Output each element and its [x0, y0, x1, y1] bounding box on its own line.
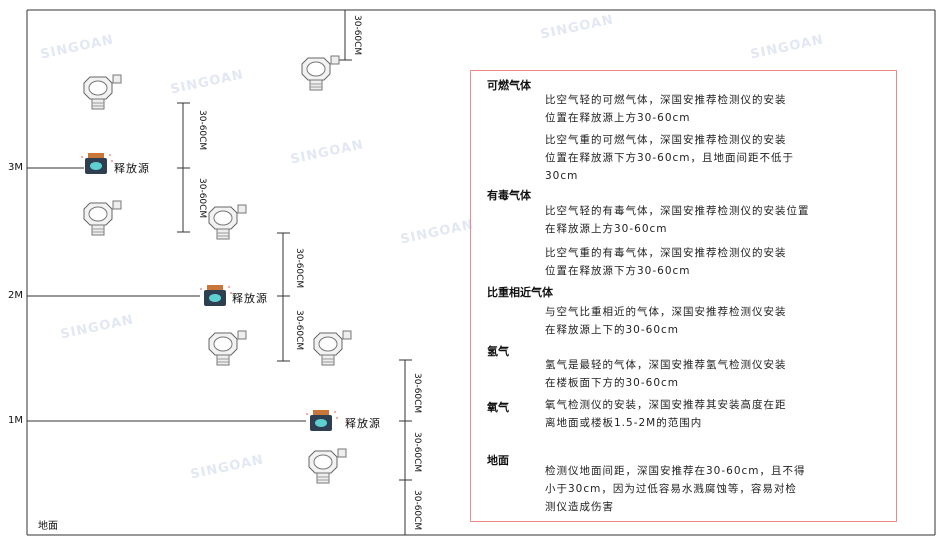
- text-line: 与空气比重相近的气体，深国安推荐检测仪安装: [545, 306, 787, 318]
- text-line: 位置在释放源下方30-60cm，且地面间距不低于: [545, 152, 795, 164]
- dimension-label: 30-60CM: [197, 110, 207, 151]
- text-line: 氧气检测仪的安装，深国安推荐其安装高度在距: [545, 399, 787, 411]
- detector-icon: [208, 330, 247, 366]
- heading-hydrogen: 氢气: [487, 345, 509, 358]
- toxic-heavy-text: 比空气重的有毒气体，深国安推荐检测仪的安装 位置在释放源下方30-60cm: [545, 244, 787, 280]
- text-line: 在楼板面下方的30-60cm: [545, 377, 680, 389]
- level-1m-label: 1M: [8, 415, 23, 426]
- source-label: 释放源: [114, 162, 150, 175]
- dimension-label: 30-60CM: [412, 490, 422, 531]
- heading-ground: 地面: [487, 454, 509, 467]
- dimension-label: 30-60CM: [197, 178, 207, 219]
- detector-icon: [83, 200, 122, 236]
- ground-label: 地面: [38, 521, 58, 532]
- oxygen-text: 氧气检测仪的安装，深国安推荐其安装高度在距 离地面或楼板1.5-2M的范围内: [545, 396, 787, 432]
- toxic-light-text: 比空气轻的有毒气体，深国安推荐检测仪的安装位置 在释放源上方30-60cm: [545, 202, 810, 238]
- combustible-light-text: 比空气轻的可燃气体，深国安推荐检测仪的安装 位置在释放源上方30-60cm: [545, 91, 787, 127]
- text-line: 30cm: [545, 170, 579, 182]
- text-line: 比空气轻的有毒气体，深国安推荐检测仪的安装位置: [545, 205, 810, 217]
- combustible-heavy-text: 比空气重的可燃气体，深国安推荐检测仪的安装 位置在释放源下方30-60cm，且地…: [545, 131, 794, 185]
- ground-text: 检测仪地面间距，深国安推荐在30-60cm，且不得 小于30cm，因为过低容易水…: [545, 462, 806, 516]
- gas-source-icon: [306, 410, 338, 431]
- gas-source-icon: [200, 285, 232, 306]
- dimension-label: 30-60CM: [412, 432, 422, 473]
- similar-text: 与空气比重相近的气体，深国安推荐检测仪安装 在释放源上下的30-60cm: [545, 303, 787, 339]
- heading-oxygen: 氧气: [487, 401, 509, 414]
- text-line: 位置在释放源下方30-60cm: [545, 265, 691, 277]
- detector-icon: [208, 204, 247, 240]
- detector-icon: [313, 330, 352, 366]
- dimension-label: 30-60CM: [294, 248, 304, 289]
- text-line: 测仪造成伤害: [545, 501, 614, 513]
- text-line: 位置在释放源上方30-60cm: [545, 112, 691, 124]
- dimension-label: 30-60CM: [352, 15, 362, 56]
- hydrogen-text: 氢气是最轻的气体，深国安推荐氢气检测仪安装 在楼板面下方的30-60cm: [545, 356, 787, 392]
- source-label: 释放源: [232, 292, 268, 305]
- level-3m-label: 3M: [8, 162, 23, 173]
- source-label: 释放源: [345, 417, 381, 430]
- text-line: 比空气轻的可燃气体，深国安推荐检测仪的安装: [545, 94, 787, 106]
- text-line: 在释放源上下的30-60cm: [545, 324, 680, 336]
- heading-toxic: 有毒气体: [487, 189, 531, 202]
- text-line: 比空气重的可燃气体，深国安推荐检测仪的安装: [545, 134, 787, 146]
- gas-source-icon: [81, 153, 113, 174]
- info-panel: 可燃气体 比空气轻的可燃气体，深国安推荐检测仪的安装 位置在释放源上方30-60…: [470, 70, 897, 522]
- text-line: 检测仪地面间距，深国安推荐在30-60cm，且不得: [545, 465, 806, 477]
- text-line: 氢气是最轻的气体，深国安推荐氢气检测仪安装: [545, 359, 787, 371]
- text-line: 小于30cm，因为过低容易水溅腐蚀等，容易对检: [545, 483, 797, 495]
- detector-icon: [308, 448, 347, 484]
- dimension-label: 30-60CM: [294, 310, 304, 351]
- heading-combustible: 可燃气体: [487, 79, 531, 92]
- heading-similar: 比重相近气体: [487, 286, 553, 299]
- text-line: 比空气重的有毒气体，深国安推荐检测仪的安装: [545, 247, 787, 259]
- level-2m-label: 2M: [8, 290, 23, 301]
- dimension-label: 30-60CM: [412, 373, 422, 414]
- text-line: 在释放源上方30-60cm: [545, 223, 668, 235]
- detector-icon: [301, 55, 340, 91]
- text-line: 离地面或楼板1.5-2M的范围内: [545, 417, 703, 429]
- detector-icon: [83, 74, 122, 110]
